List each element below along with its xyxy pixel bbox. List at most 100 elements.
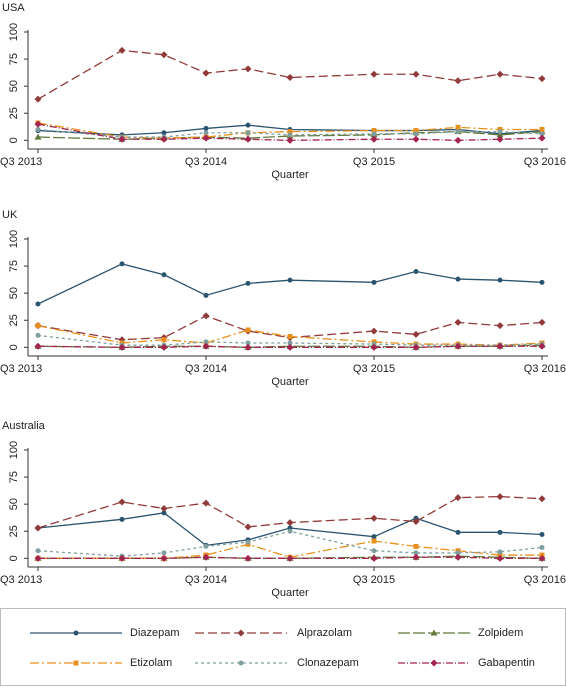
marker xyxy=(412,135,420,143)
legend-marker xyxy=(73,660,79,666)
marker xyxy=(413,543,419,549)
marker xyxy=(412,70,420,78)
marker xyxy=(161,510,167,516)
y-tick-label: 25 xyxy=(8,314,20,326)
marker xyxy=(455,276,461,282)
x-tick-label: Q3 2016 xyxy=(524,574,566,586)
marker xyxy=(118,498,126,506)
marker xyxy=(538,75,546,83)
marker xyxy=(245,130,251,136)
panel-title: USA xyxy=(2,2,25,14)
marker xyxy=(371,279,377,285)
series-line xyxy=(37,263,543,305)
y-tick-label: 100 xyxy=(8,230,20,248)
marker xyxy=(202,553,210,561)
marker xyxy=(371,534,377,540)
legend-marker xyxy=(73,630,79,636)
marker xyxy=(371,538,377,544)
marker xyxy=(245,327,251,333)
marker xyxy=(287,334,293,339)
legend-label: Zolpidem xyxy=(478,627,523,639)
marker xyxy=(413,269,419,274)
marker xyxy=(370,70,378,78)
x-tick-label: Q3 2013 xyxy=(0,574,42,586)
series-line xyxy=(37,49,543,100)
marker xyxy=(244,523,252,531)
marker xyxy=(454,494,462,502)
marker xyxy=(119,516,125,522)
marker xyxy=(539,545,545,550)
marker xyxy=(371,128,377,134)
y-tick-label: 0 xyxy=(8,137,20,143)
marker xyxy=(413,131,419,137)
marker xyxy=(202,312,210,320)
marker xyxy=(538,342,546,350)
marker xyxy=(286,519,294,527)
marker xyxy=(454,77,462,85)
marker xyxy=(539,532,545,537)
marker xyxy=(118,46,126,54)
marker xyxy=(34,342,42,350)
x-axis-label: Quarter xyxy=(271,169,309,181)
marker xyxy=(160,554,168,562)
panel-title: Australia xyxy=(2,420,46,432)
marker xyxy=(496,70,504,78)
marker xyxy=(412,518,420,525)
x-tick-label: Q3 2016 xyxy=(524,363,566,375)
marker xyxy=(287,528,293,534)
y-tick-label: 0 xyxy=(8,344,20,350)
marker xyxy=(35,332,41,338)
marker xyxy=(287,129,293,135)
marker xyxy=(539,127,545,132)
legend-label: Clonazepam xyxy=(297,657,359,669)
marker xyxy=(245,539,251,545)
y-tick-label: 50 xyxy=(8,80,20,92)
legend-marker xyxy=(430,659,438,667)
marker xyxy=(202,499,210,507)
legend-label: Diazepam xyxy=(130,627,180,639)
marker xyxy=(454,318,462,326)
x-tick-label: Q3 2015 xyxy=(353,363,395,375)
marker xyxy=(370,514,378,522)
marker xyxy=(371,131,377,137)
x-axis-label: Quarter xyxy=(271,587,309,599)
panel-title: UK xyxy=(2,209,18,221)
y-tick-label: 50 xyxy=(8,287,20,299)
marker xyxy=(245,122,251,128)
y-tick-label: 25 xyxy=(8,525,20,537)
marker xyxy=(496,554,504,562)
marker xyxy=(34,95,42,103)
marker xyxy=(245,280,251,286)
marker xyxy=(455,550,461,556)
marker xyxy=(455,129,461,135)
marker xyxy=(286,136,294,144)
marker xyxy=(202,134,210,142)
x-tick-label: Q3 2015 xyxy=(353,574,395,586)
y-tick-label: 100 xyxy=(8,441,20,459)
y-tick-label: 100 xyxy=(8,23,20,41)
y-tick-label: 0 xyxy=(8,555,20,561)
x-tick-label: Q3 2013 xyxy=(0,363,42,375)
y-tick-label: 50 xyxy=(8,498,20,510)
legend-marker xyxy=(238,660,244,666)
marker xyxy=(496,131,504,138)
series-line xyxy=(37,131,543,140)
marker xyxy=(118,554,126,562)
marker xyxy=(287,340,293,346)
marker xyxy=(455,529,461,535)
marker xyxy=(35,127,41,132)
x-tick-label: Q3 2015 xyxy=(353,156,395,168)
marker xyxy=(370,554,378,562)
marker xyxy=(496,342,504,350)
legend-label: Gabapentin xyxy=(478,657,535,669)
marker xyxy=(539,131,545,137)
x-tick-label: Q3 2013 xyxy=(0,156,42,168)
marker xyxy=(413,550,419,556)
marker xyxy=(244,554,252,562)
marker xyxy=(538,318,546,326)
marker xyxy=(538,134,546,142)
marker xyxy=(496,493,504,501)
marker xyxy=(35,323,41,329)
marker xyxy=(161,337,167,343)
marker xyxy=(161,130,167,136)
